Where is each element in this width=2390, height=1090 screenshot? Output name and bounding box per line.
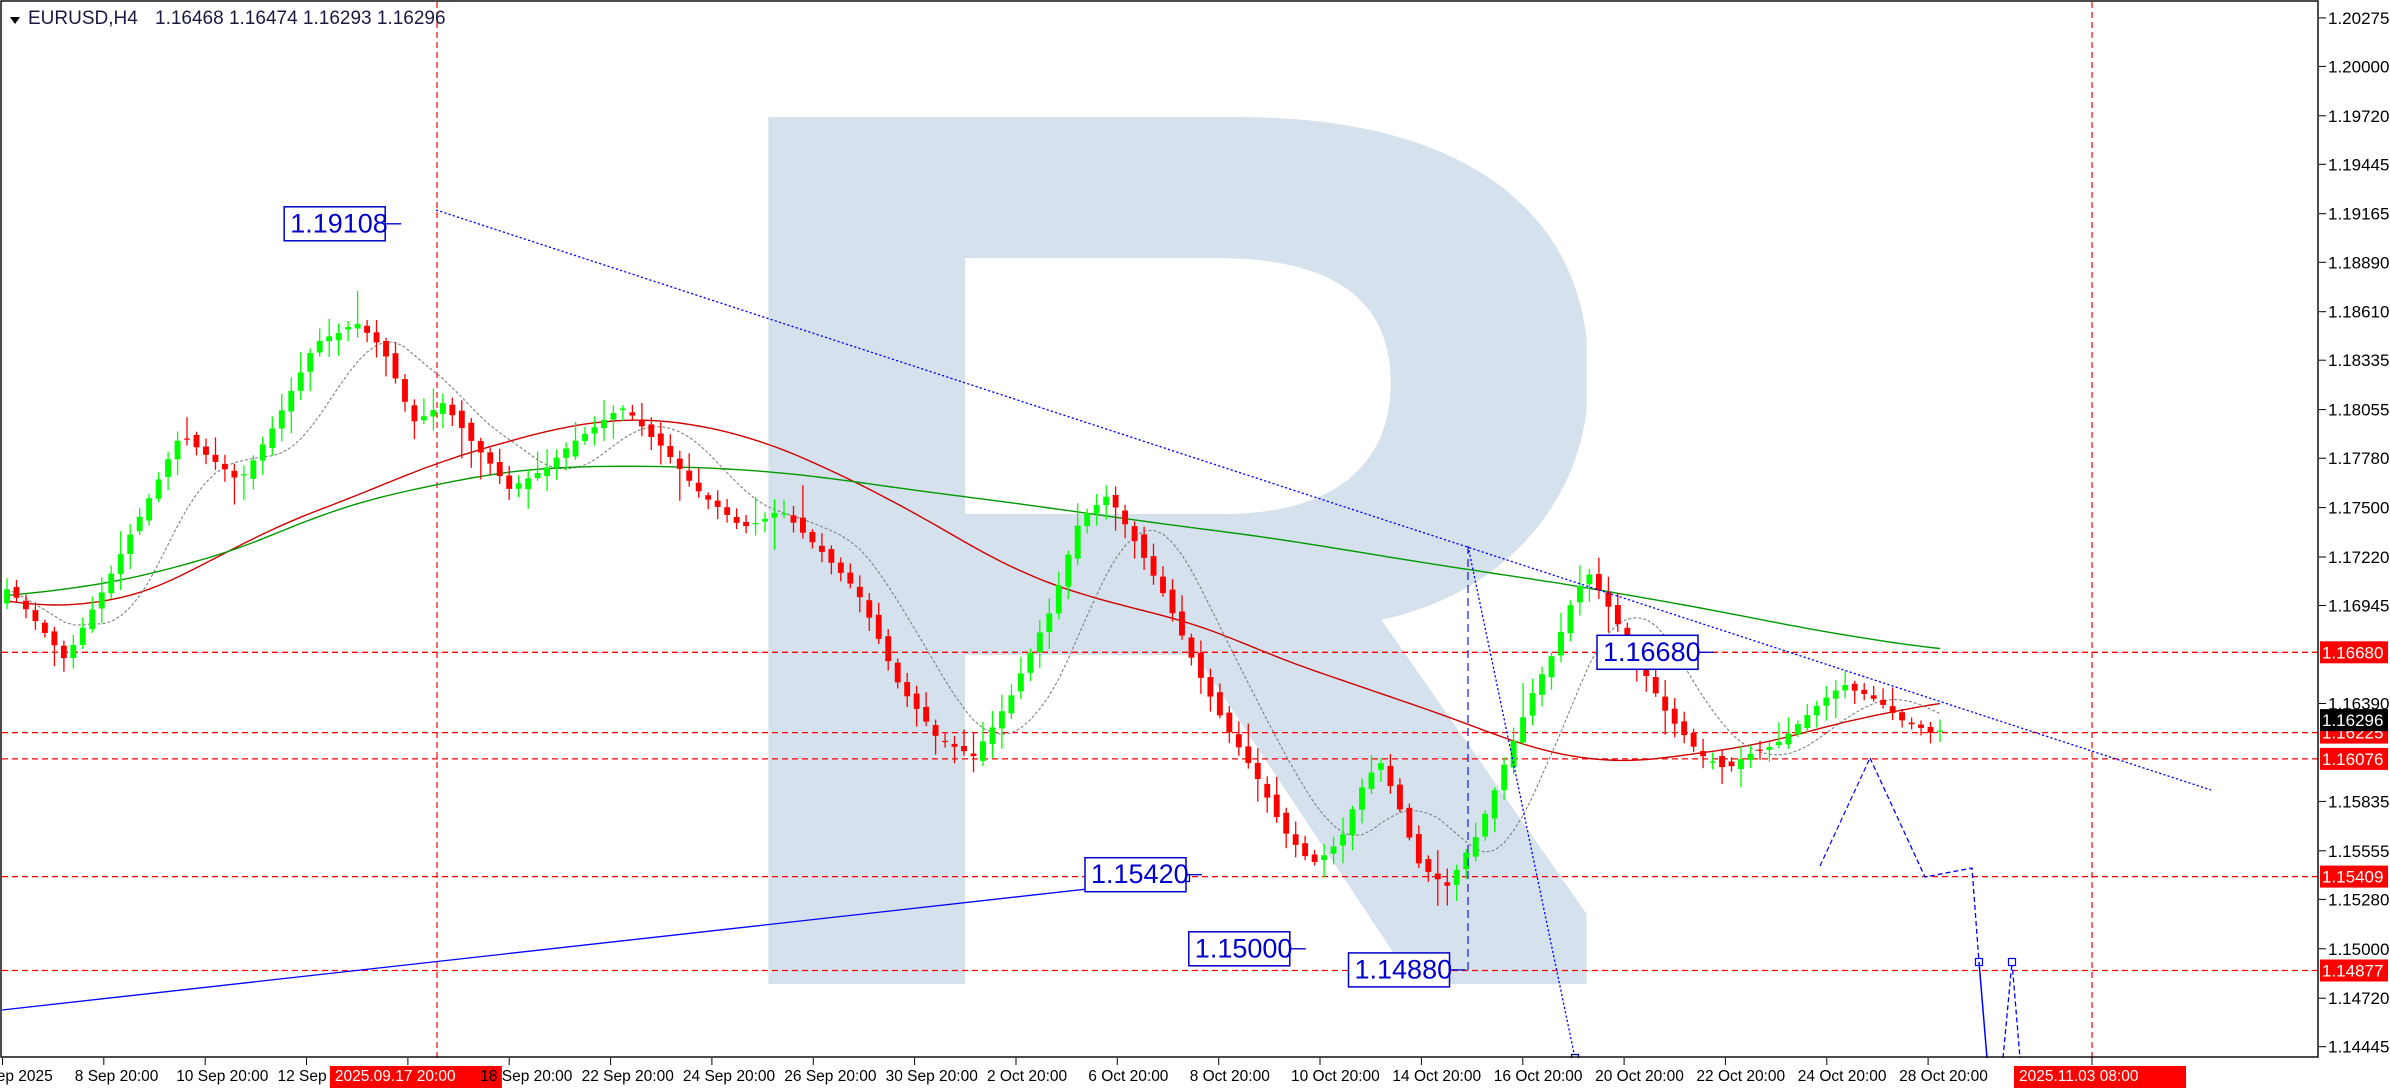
svg-text:16 Oct 20:00: 16 Oct 20:00	[1494, 1068, 1583, 1085]
svg-text:1.14720: 1.14720	[2328, 989, 2389, 1008]
svg-text:28 Oct 20:00: 28 Oct 20:00	[1899, 1068, 1988, 1085]
svg-text:1.16680: 1.16680	[1603, 637, 1701, 667]
svg-text:24 Oct 20:00: 24 Oct 20:00	[1798, 1068, 1887, 1085]
svg-text:8 Oct 20:00: 8 Oct 20:00	[1190, 1068, 1271, 1085]
svg-text:EURUSD,H4: EURUSD,H4	[28, 8, 138, 29]
svg-text:2025.09.17 20:00: 2025.09.17 20:00	[335, 1068, 456, 1085]
svg-text:1.14877: 1.14877	[2322, 962, 2383, 981]
svg-text:18 Sep 20:00: 18 Sep 20:00	[480, 1068, 573, 1085]
svg-text:1.17500: 1.17500	[2328, 499, 2389, 518]
svg-text:1.20000: 1.20000	[2328, 57, 2389, 76]
svg-text:1.17220: 1.17220	[2328, 548, 2389, 567]
svg-text:2 Oct 20:00: 2 Oct 20:00	[987, 1068, 1068, 1085]
svg-text:1.19165: 1.19165	[2328, 205, 2389, 224]
svg-text:22 Sep 20:00: 22 Sep 20:00	[582, 1068, 675, 1085]
svg-text:10 Oct 20:00: 10 Oct 20:00	[1291, 1068, 1380, 1085]
svg-text:26 Sep 20:00: 26 Sep 20:00	[784, 1068, 877, 1085]
svg-text:4 Sep 2025: 4 Sep 2025	[0, 1068, 53, 1085]
svg-text:1.15420: 1.15420	[1091, 859, 1189, 889]
svg-text:20 Oct 20:00: 20 Oct 20:00	[1595, 1068, 1684, 1085]
svg-text:1.20275: 1.20275	[2328, 9, 2389, 28]
svg-text:1.18335: 1.18335	[2328, 351, 2389, 370]
svg-text:1.19445: 1.19445	[2328, 155, 2389, 174]
svg-text:14 Oct 20:00: 14 Oct 20:00	[1392, 1068, 1481, 1085]
svg-text:1.15000: 1.15000	[2328, 940, 2389, 959]
svg-text:1.16468 1.16474 1.16293 1.1629: 1.16468 1.16474 1.16293 1.16296	[155, 8, 446, 29]
svg-text:1.19720: 1.19720	[2328, 107, 2389, 126]
svg-text:1.14445: 1.14445	[2328, 1038, 2389, 1057]
svg-text:1.18610: 1.18610	[2328, 303, 2389, 322]
svg-text:1.17780: 1.17780	[2328, 449, 2389, 468]
svg-text:1.16680: 1.16680	[2322, 643, 2383, 662]
svg-text:1.15409: 1.15409	[2322, 868, 2383, 887]
svg-text:30 Sep 20:00: 30 Sep 20:00	[886, 1068, 979, 1085]
svg-text:1.18890: 1.18890	[2328, 253, 2389, 272]
svg-text:1.15280: 1.15280	[2328, 890, 2389, 909]
svg-text:1.14880: 1.14880	[1355, 954, 1453, 984]
svg-text:24 Sep 20:00: 24 Sep 20:00	[683, 1068, 776, 1085]
svg-text:1.15000: 1.15000	[1195, 933, 1293, 963]
svg-text:8 Sep 20:00: 8 Sep 20:00	[75, 1068, 159, 1085]
svg-text:1.15555: 1.15555	[2328, 842, 2389, 861]
svg-text:1.16076: 1.16076	[2322, 750, 2383, 769]
svg-text:22 Oct 20:00: 22 Oct 20:00	[1696, 1068, 1785, 1085]
svg-text:1.16945: 1.16945	[2328, 597, 2389, 616]
svg-text:2025.11.03 08:00: 2025.11.03 08:00	[2019, 1068, 2139, 1085]
svg-text:10 Sep 20:00: 10 Sep 20:00	[176, 1068, 269, 1085]
svg-text:6 Oct 20:00: 6 Oct 20:00	[1088, 1068, 1169, 1085]
svg-text:1.19108: 1.19108	[290, 208, 388, 238]
svg-text:1.15835: 1.15835	[2328, 792, 2389, 811]
svg-text:1.16296: 1.16296	[2322, 711, 2383, 730]
svg-text:1.18055: 1.18055	[2328, 401, 2389, 420]
